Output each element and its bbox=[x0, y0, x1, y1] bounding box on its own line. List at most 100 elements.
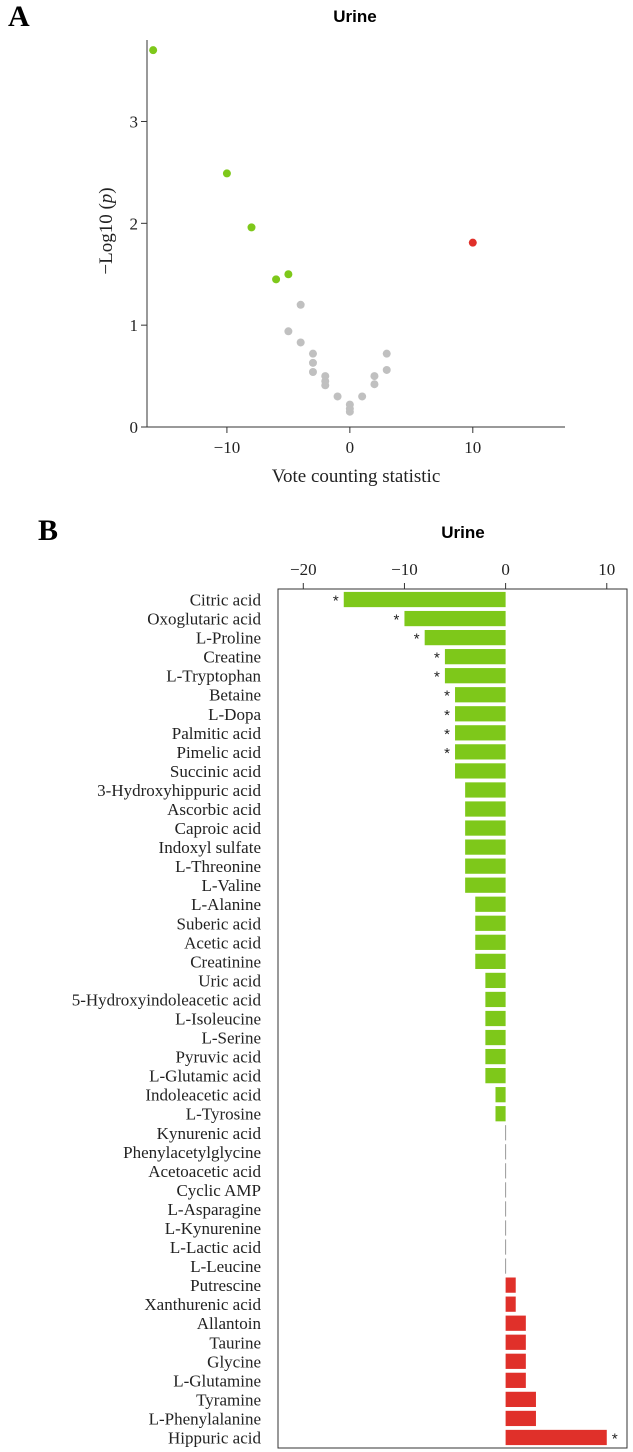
panel-b-significance-marker: * bbox=[444, 745, 450, 762]
panel-a-y-label-suffix: ) bbox=[96, 187, 117, 193]
panel-a-y-tick-label: 0 bbox=[130, 418, 139, 437]
panel-b-bar-positive bbox=[505, 1315, 526, 1331]
panel-b-bar-negative bbox=[485, 972, 506, 989]
panel-b-bar-negative bbox=[404, 610, 506, 627]
panel-b-category-label: Acetic acid bbox=[184, 933, 261, 952]
panel-b-bar-positive bbox=[505, 1296, 516, 1312]
panel-a-y-label-italic: p bbox=[96, 194, 117, 206]
panel-a-x-tick-label: −10 bbox=[214, 438, 241, 457]
panel-b-category-label: Taurine bbox=[209, 1333, 261, 1352]
panel-b-category-label: Oxoglutaric acid bbox=[147, 610, 261, 629]
panel-b-bar-negative bbox=[465, 839, 506, 855]
panel-b-bar-negative bbox=[343, 591, 506, 608]
panel-a-point-ns bbox=[382, 365, 391, 374]
panel-a-point-ns bbox=[296, 338, 305, 347]
panel-b-significance-marker: * bbox=[434, 650, 440, 667]
panel-b-category-label: Betaine bbox=[209, 686, 261, 705]
panel-b-significance-marker: * bbox=[333, 593, 339, 610]
panel-b-bar-positive bbox=[505, 1391, 536, 1408]
panel-a-point-down bbox=[272, 275, 281, 284]
panel-b-bar-negative bbox=[465, 801, 506, 817]
panel-a-y-ticks: 0 1 2 3 bbox=[130, 112, 147, 437]
panel-b-x-tick-label: 10 bbox=[598, 560, 615, 579]
panel-b-category-label: Cyclic AMP bbox=[176, 1181, 261, 1200]
panel-b-category-label: L-Isoleucine bbox=[175, 1010, 261, 1029]
panel-b-bar-positive bbox=[505, 1334, 526, 1350]
panel-a-x-tick-label: 10 bbox=[464, 438, 481, 457]
panel-a-point-ns bbox=[370, 372, 379, 381]
panel-b-significance-marker: * bbox=[444, 726, 450, 743]
panel-b-category-label: Ascorbic acid bbox=[167, 800, 261, 819]
panel-b-bar-negative bbox=[475, 953, 506, 969]
panel-b-category-label: Hippuric acid bbox=[168, 1428, 261, 1447]
panel-b-bar-negative bbox=[475, 915, 506, 931]
panel-a-y-label: −Log10 (p) bbox=[96, 187, 117, 274]
panel-b-bar-negative bbox=[465, 820, 506, 836]
panel-a-point-ns bbox=[284, 327, 293, 336]
panel-b-bar-negative bbox=[475, 896, 506, 912]
panel-a-point-up bbox=[468, 238, 477, 247]
panel-b-bar-negative bbox=[495, 1106, 506, 1122]
panel-b-category-label: Uric acid bbox=[198, 971, 261, 990]
panel-b-bar-negative bbox=[475, 934, 506, 950]
panel-a-point-ns bbox=[308, 368, 317, 377]
panel-a-point-down bbox=[284, 270, 293, 279]
panel-b-bar-positive bbox=[505, 1277, 516, 1293]
panel-b-category-label: L-Dopa bbox=[208, 705, 261, 724]
panel-a-point-ns bbox=[370, 380, 379, 389]
panel-a-point-ns bbox=[382, 349, 391, 358]
panel-b-category-label: Glycine bbox=[207, 1352, 261, 1371]
panel-b-bar-negative bbox=[444, 649, 506, 665]
panel-b-category-label: L-Tryptophan bbox=[166, 667, 261, 686]
panel-b-category-label: Pimelic acid bbox=[176, 743, 261, 762]
panel-b-x-tick-label: −20 bbox=[290, 560, 317, 579]
panel-a-point-ns bbox=[333, 392, 342, 401]
panel-b-category-label: L-Alanine bbox=[191, 895, 261, 914]
panel-b-category-label: Phenylacetylglycine bbox=[123, 1143, 261, 1162]
panel-b-category-label: Citric acid bbox=[190, 591, 262, 610]
panel-b-category-label: L-Glutamine bbox=[173, 1371, 261, 1390]
panel-b-bar-negative bbox=[455, 687, 506, 703]
panel-b-bar-negative bbox=[465, 858, 506, 874]
panel-a-x-ticks: −10 0 10 bbox=[214, 427, 481, 457]
panel-b-bar-negative bbox=[485, 1068, 506, 1084]
panel-b-bars: ********** bbox=[333, 591, 618, 1447]
panel-b-bar-positive bbox=[505, 1353, 526, 1369]
panel-b-category-label: Caproic acid bbox=[175, 819, 262, 838]
panel-a-y-tick-label: 3 bbox=[130, 112, 139, 131]
panel-a-point-down bbox=[222, 169, 231, 178]
panel-b-category-label: Pyruvic acid bbox=[176, 1048, 262, 1067]
panel-b-x-ticks: −20 −10 0 10 bbox=[290, 560, 615, 589]
panel-b-bar-negative bbox=[465, 782, 506, 798]
panel-b-significance-marker: * bbox=[612, 1430, 618, 1447]
panel-letter-b: B bbox=[38, 514, 58, 547]
panel-b-bar-negative bbox=[485, 1010, 506, 1027]
panel-a-points bbox=[149, 46, 477, 416]
panel-b-x-tick-label: −10 bbox=[391, 560, 418, 579]
panel-a-x-label: Vote counting statistic bbox=[272, 466, 441, 487]
panel-a-point-down bbox=[149, 46, 158, 55]
panel-b-category-label: Acetoacetic acid bbox=[148, 1162, 261, 1181]
panel-b-category-label: L-Asparagine bbox=[168, 1200, 261, 1219]
panel-a-y-tick-label: 2 bbox=[130, 214, 139, 233]
panel-b-bar-negative bbox=[455, 744, 506, 760]
panel-b-category-label: L-Leucine bbox=[190, 1257, 261, 1276]
panel-a-y-label-prefix: −Log10 ( bbox=[96, 203, 117, 274]
panel-b: B Urine −20 −10 0 10 ********** Citric acid… bbox=[38, 514, 628, 1449]
panel-b-category-label: Suberic acid bbox=[177, 914, 262, 933]
panel-a: A Urine −10 0 10 0 1 2 3 Vote counting statis… bbox=[8, 0, 565, 487]
panel-b-category-label: Kynurenic acid bbox=[157, 1124, 262, 1143]
panel-b-category-label: Allantoin bbox=[197, 1314, 262, 1333]
panel-a-point-ns bbox=[321, 381, 330, 390]
panel-b-category-label: Indoleacetic acid bbox=[145, 1086, 261, 1105]
panel-a-point-ns bbox=[308, 349, 317, 358]
panel-b-category-label: 5-Hydroxyindoleacetic acid bbox=[72, 990, 262, 1009]
panel-b-category-label: L-Kynurenine bbox=[165, 1219, 261, 1238]
panel-b-bar-positive bbox=[505, 1372, 526, 1388]
panel-a-point-ns bbox=[308, 358, 317, 367]
panel-b-bar-negative bbox=[455, 706, 506, 722]
panel-a-point-ns bbox=[358, 392, 367, 401]
panel-b-category-label: Xanthurenic acid bbox=[144, 1295, 261, 1314]
panel-b-category-label: L-Glutamic acid bbox=[149, 1067, 261, 1086]
